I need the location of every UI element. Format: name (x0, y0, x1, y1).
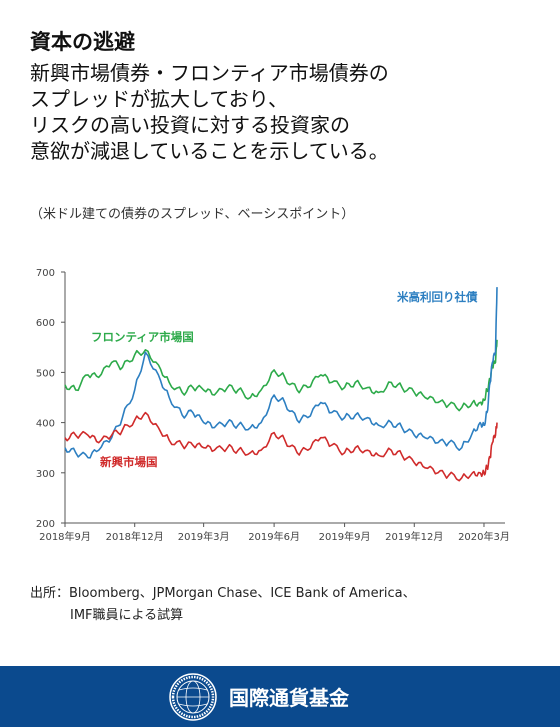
x-tick-label: 2018年9月 (39, 530, 91, 543)
subtitle-line: リスクの高い投資に対する投資家の (30, 113, 350, 137)
source-line-1: 出所：Bloomberg、JPMorgan Chase、ICE Bank of … (30, 586, 416, 601)
spread-line-chart: 200 300 400 500 600 700 2018年9月 2018年12月 2019年3月… (36, 268, 510, 543)
series-line (64, 411, 498, 482)
page-subtitle: 新興市場債券・フロンティア市場債券の スプレッドが拡大しており、 リスクの高い投… (30, 60, 540, 164)
y-tick-label: 700 (36, 268, 55, 279)
imf-seal-logo (169, 673, 217, 721)
series-line (64, 339, 498, 412)
y-tick-label: 300 (36, 469, 55, 480)
subtitle-line: 新興市場債券・フロンティア市場債券の (30, 61, 389, 85)
subtitle-line: 意欲が減退していることを示している。 (30, 139, 389, 163)
x-tick-label: 2019年9月 (319, 530, 371, 543)
x-tick-label: 2019年3月 (178, 530, 230, 543)
subtitle-line: スプレッドが拡大しており、 (30, 87, 288, 111)
units-note: （米ドル建ての債券のスプレッド、ベーシスポイント） (30, 207, 355, 222)
series-line (64, 287, 498, 459)
x-tick-label: 2020年3月 (458, 530, 510, 543)
series-label: 米高利回り社債 (396, 290, 478, 304)
y-tick-label: 500 (36, 368, 55, 379)
y-tick-label: 400 (36, 419, 55, 430)
x-tick-label: 2018年12月 (106, 530, 164, 543)
source-line-2: IMF職員による試算 (70, 608, 184, 623)
series-label: 新興市場国 (100, 455, 158, 469)
series-label: フロンティア市場国 (91, 330, 194, 344)
x-tick-label: 2019年6月 (248, 530, 300, 543)
source-note: 出所：Bloomberg、JPMorgan Chase、ICE Bank of … (30, 583, 416, 627)
x-tick-label: 2019年12月 (385, 530, 443, 543)
page-title: 資本の逃避 (30, 30, 135, 54)
org-name: 国際通貨基金 (229, 686, 349, 710)
y-tick-label: 200 (36, 519, 55, 530)
y-tick-label: 600 (36, 318, 55, 329)
footer-bar: 国際通貨基金 (0, 666, 560, 727)
